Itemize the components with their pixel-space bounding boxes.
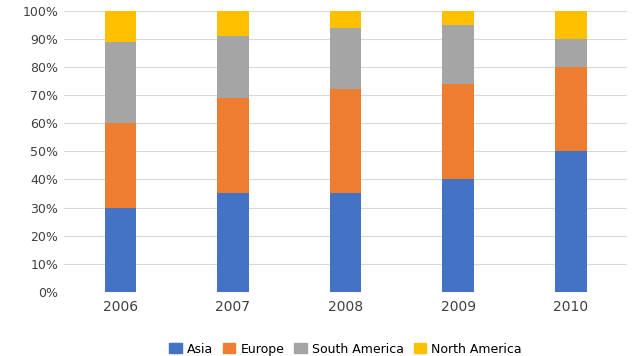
Bar bbox=[104, 11, 136, 42]
Bar bbox=[217, 36, 249, 98]
Bar bbox=[104, 123, 136, 208]
Bar bbox=[104, 42, 136, 123]
Bar bbox=[217, 194, 249, 292]
Legend: Asia, Europe, South America, North America: Asia, Europe, South America, North Ameri… bbox=[164, 337, 527, 356]
Bar bbox=[555, 39, 587, 67]
Bar bbox=[104, 208, 136, 292]
Bar bbox=[330, 89, 362, 194]
Bar bbox=[330, 194, 362, 292]
Bar bbox=[442, 179, 474, 292]
Bar bbox=[442, 84, 474, 179]
Bar bbox=[217, 11, 249, 36]
Bar bbox=[217, 98, 249, 194]
Bar bbox=[555, 151, 587, 292]
Bar bbox=[555, 67, 587, 151]
Bar bbox=[555, 11, 587, 39]
Bar bbox=[330, 11, 362, 27]
Bar bbox=[442, 25, 474, 84]
Bar bbox=[330, 27, 362, 89]
Bar bbox=[442, 11, 474, 25]
